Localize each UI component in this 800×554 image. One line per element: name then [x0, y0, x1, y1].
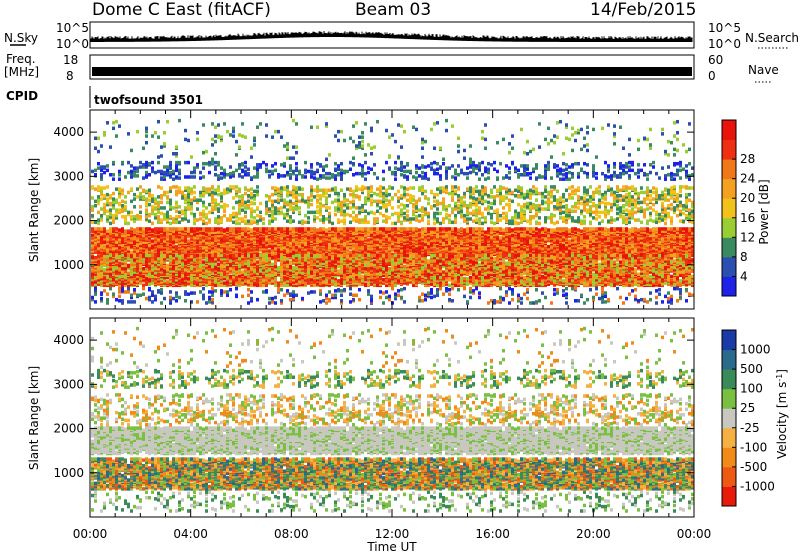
- velocity-ylabel: Slant Range [km]: [27, 366, 41, 470]
- y-tick-label: 4000: [53, 125, 84, 139]
- colorbar-tick-label: -1000: [740, 479, 775, 493]
- nsky-trace: [91, 31, 692, 42]
- x-axis-label: Time UT: [366, 540, 417, 554]
- nsearch-tick-bottom: 10^0: [708, 37, 741, 51]
- nsearch-tick-top: 10^5: [708, 21, 741, 35]
- velocity-colorbar: 1000 500 100 25 -25 -100 -500 -1000: [722, 330, 775, 507]
- nsky-tick-top: 10^5: [56, 21, 89, 35]
- velocity-panel: 1000 2000 3000 4000 Slant Range [km]: [27, 318, 694, 517]
- colorbar-tick-label: 28: [740, 152, 755, 166]
- colorbar-tick-label: 100: [740, 382, 763, 396]
- colorbar-tick-label: 25: [740, 401, 755, 415]
- y-tick-label: 2000: [53, 422, 84, 436]
- power-cells: [91, 119, 694, 305]
- x-tick-label: 00:00: [677, 527, 712, 541]
- freq-panel: Freq. [MHz] 18 8 60 0 Nave: [4, 52, 779, 83]
- nave-tick-top: 60: [708, 53, 723, 67]
- colorbar-tick-label: 16: [740, 211, 755, 225]
- freq-tick-top: 18: [63, 53, 78, 67]
- y-tick-label: 4000: [53, 333, 84, 347]
- date-title: 14/Feb/2015: [590, 0, 696, 20]
- power-ylabel: Slant Range [km]: [27, 158, 41, 262]
- colorbar-tick-label: 1000: [740, 343, 771, 357]
- velocity-colorbar-label: Velocity [m s-1]: [775, 369, 790, 459]
- colorbar-tick-label: 24: [740, 172, 755, 186]
- cpid-value: twofsound 3501: [94, 93, 203, 107]
- colorbar-tick-label: 20: [740, 191, 755, 205]
- colorbar-tick-label: -500: [740, 460, 767, 474]
- power-colorbar: 4 8 12 16 20 24 28: [722, 120, 755, 297]
- velocity-cells: [91, 327, 694, 513]
- nave-label: Nave: [748, 63, 779, 77]
- nsky-tick-bottom: 10^0: [56, 37, 89, 51]
- power-panel: 1000 2000 3000 4000 Slant Range [km]: [27, 110, 694, 309]
- freq-label-bottom: [MHz]: [4, 65, 39, 79]
- nsearch-label: N.Search: [745, 31, 799, 45]
- y-tick-label: 1000: [53, 258, 84, 272]
- x-tick-labels: 00:00 04:00 08:00 12:00 16:00 20:00 00:00: [73, 527, 712, 541]
- x-tick-label: 04:00: [173, 527, 208, 541]
- freq-label-top: Freq.: [6, 52, 36, 66]
- cpid-label: CPID: [6, 89, 38, 103]
- x-tick-label: 08:00: [274, 527, 309, 541]
- x-tick-label: 00:00: [73, 527, 108, 541]
- freq-tick-bottom: 8: [66, 69, 74, 83]
- x-tick-label: 12:00: [375, 527, 410, 541]
- nsky-label: N.Sky: [4, 31, 38, 45]
- colorbar-tick-label: 500: [740, 362, 763, 376]
- y-tick-label: 2000: [53, 214, 84, 228]
- y-tick-label: 1000: [53, 466, 84, 480]
- y-tick-label: 3000: [53, 377, 84, 391]
- x-tick-label: 20:00: [576, 527, 611, 541]
- nave-tick-bottom: 0: [708, 69, 716, 83]
- power-colorbar-label: Power [dB]: [757, 179, 771, 244]
- y-tick-label: 3000: [53, 169, 84, 183]
- station-title: Dome C East (fitACF): [92, 0, 271, 20]
- nsky-panel: N.Sky 10^5 10^0 10^5 10^0 N.Search: [4, 21, 799, 51]
- x-tick-label: 16:00: [475, 527, 510, 541]
- colorbar-tick-label: -100: [740, 440, 767, 454]
- colorbar-tick-label: 8: [740, 250, 748, 264]
- colorbar-tick-label: 12: [740, 230, 755, 244]
- colorbar-tick-label: -25: [740, 421, 760, 435]
- beam-title: Beam 03: [355, 0, 431, 20]
- colorbar-tick-label: 4: [740, 269, 748, 283]
- cpid-row: CPID twofsound 3501: [6, 86, 203, 108]
